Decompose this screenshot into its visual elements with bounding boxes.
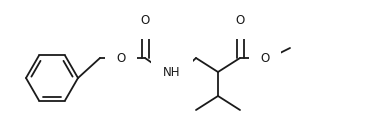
Text: O: O [236,14,244,27]
Text: O: O [260,51,270,64]
Text: O: O [140,14,150,27]
Text: NH: NH [163,66,181,79]
Text: O: O [116,51,126,64]
